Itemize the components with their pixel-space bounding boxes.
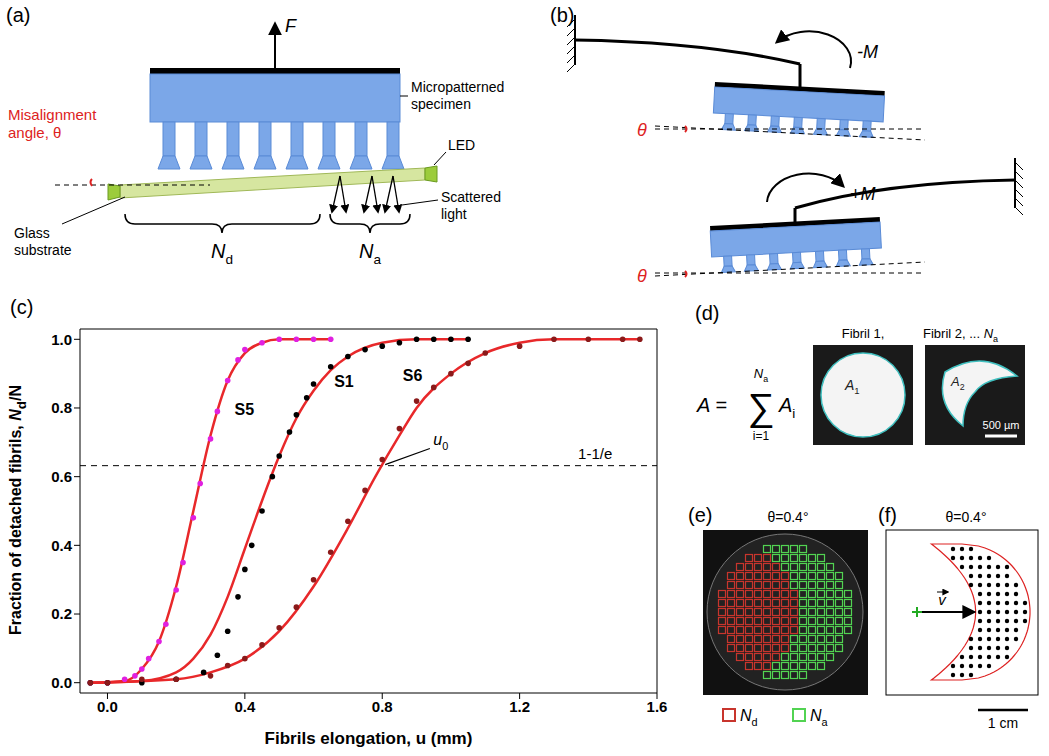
svg-text:i=1: i=1 bbox=[753, 429, 770, 443]
svg-text:Glass: Glass bbox=[14, 225, 50, 241]
svg-text:Na: Na bbox=[810, 707, 829, 728]
svg-text:u0: u0 bbox=[433, 431, 448, 452]
svg-text:(d): (d) bbox=[695, 302, 719, 324]
html-text:d: d bbox=[13, 401, 29, 410]
svg-text:Na: Na bbox=[359, 240, 381, 267]
svg-text:Misalignment: Misalignment bbox=[8, 106, 97, 123]
svg-text:Na: Na bbox=[754, 366, 768, 384]
svg-text:Scattered: Scattered bbox=[441, 189, 501, 205]
svg-text:Fibril 1,: Fibril 1, bbox=[842, 326, 885, 341]
svg-text:0.4: 0.4 bbox=[51, 537, 73, 554]
svg-text:-M: -M bbox=[857, 42, 878, 62]
svg-text:Nd: Nd bbox=[211, 240, 233, 267]
svg-text:1.0: 1.0 bbox=[51, 331, 72, 348]
svg-text:F: F bbox=[285, 16, 297, 36]
svg-text:light: light bbox=[441, 206, 467, 222]
svg-text:θ: θ bbox=[637, 120, 647, 140]
html-text:/N: /N bbox=[7, 385, 25, 401]
svg-text:Ai: Ai bbox=[778, 394, 795, 421]
svg-text:θ: θ bbox=[637, 266, 647, 286]
svg-text:0.0: 0.0 bbox=[51, 674, 72, 691]
html-text:N: N bbox=[7, 409, 25, 421]
svg-text:θ=0.4°: θ=0.4° bbox=[767, 509, 808, 525]
svg-text:1.2: 1.2 bbox=[509, 698, 530, 715]
svg-text:(a): (a) bbox=[6, 4, 30, 26]
svg-text:angle, θ: angle, θ bbox=[8, 124, 61, 141]
svg-text:0.4: 0.4 bbox=[234, 698, 256, 715]
svg-text:(e): (e) bbox=[688, 505, 712, 526]
svg-text:A2: A2 bbox=[950, 374, 965, 392]
svg-text:v: v bbox=[938, 591, 947, 608]
svg-text:0.8: 0.8 bbox=[51, 399, 72, 416]
svg-text:S1: S1 bbox=[334, 373, 354, 390]
svg-text:Nd: Nd bbox=[740, 707, 758, 728]
svg-text:A1: A1 bbox=[844, 377, 860, 396]
svg-text:+M: +M bbox=[850, 184, 876, 204]
svg-text:(b): (b) bbox=[550, 4, 574, 26]
svg-text:S5: S5 bbox=[235, 401, 255, 418]
svg-text:specimen: specimen bbox=[411, 96, 471, 112]
svg-text:0.0: 0.0 bbox=[97, 698, 118, 715]
svg-text:S6: S6 bbox=[403, 367, 423, 384]
svg-text:(f): (f) bbox=[878, 505, 897, 526]
svg-text:LED: LED bbox=[448, 137, 475, 153]
svg-text:Fibrils elongation, u (mm): Fibrils elongation, u (mm) bbox=[265, 729, 473, 748]
svg-text:1.6: 1.6 bbox=[647, 698, 668, 715]
svg-text:0.6: 0.6 bbox=[51, 468, 72, 485]
svg-text:0.2: 0.2 bbox=[51, 605, 72, 622]
html-text:(c): (c) bbox=[10, 296, 34, 318]
svg-text:1 cm: 1 cm bbox=[988, 715, 1018, 731]
svg-text:0.8: 0.8 bbox=[372, 698, 393, 715]
svg-text:A =: A = bbox=[696, 394, 727, 416]
svg-text:substrate: substrate bbox=[14, 242, 72, 258]
html-text:Fraction of detached fibrils,: Fraction of detached fibrils, bbox=[7, 420, 25, 635]
svg-text:Fibril 2, ... Na: Fibril 2, ... Na bbox=[923, 326, 998, 344]
svg-text:∑: ∑ bbox=[747, 386, 774, 429]
svg-text:Micropatterned: Micropatterned bbox=[411, 79, 504, 95]
svg-text:θ=0.4°: θ=0.4° bbox=[945, 509, 986, 525]
svg-text:1-1/e: 1-1/e bbox=[578, 445, 612, 462]
svg-text:500 µm: 500 µm bbox=[983, 419, 1020, 431]
